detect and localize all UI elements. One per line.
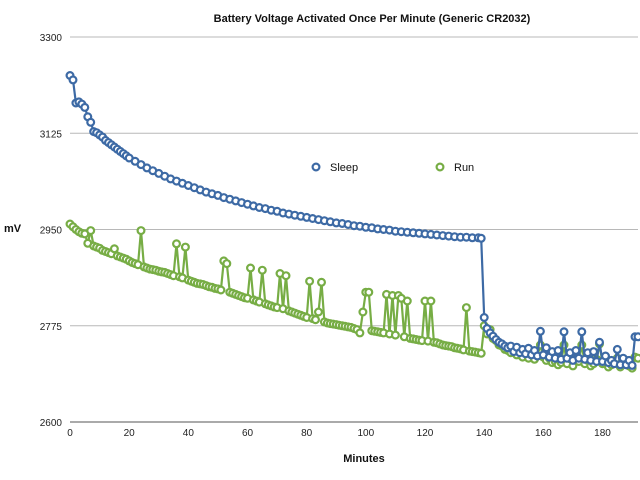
- data-point: [390, 330, 400, 340]
- data-point: [246, 263, 256, 273]
- x-tick-label: 180: [594, 428, 611, 439]
- data-point: [172, 239, 182, 249]
- data-point: [559, 327, 569, 337]
- y-tick-labels: 2600 2775 2950 3125 3300: [40, 33, 63, 429]
- data-point: [305, 276, 315, 286]
- y-tick-label: 2775: [40, 322, 63, 333]
- data-point: [612, 344, 622, 354]
- data-point: [317, 277, 327, 287]
- data-point: [541, 343, 551, 353]
- data-point: [222, 259, 232, 269]
- y-tick-label: 3300: [40, 33, 63, 44]
- data-point: [355, 328, 365, 338]
- data-point: [136, 226, 146, 236]
- data-point: [402, 296, 412, 306]
- data-point: [68, 75, 78, 85]
- data-point: [476, 233, 486, 243]
- legend-marker: [311, 162, 321, 172]
- x-tick-label: 80: [301, 428, 313, 439]
- x-tick-label: 120: [417, 428, 434, 439]
- data-point: [627, 360, 637, 370]
- data-point: [109, 244, 119, 254]
- x-tick-label: 0: [67, 428, 73, 439]
- series-line: [69, 223, 639, 370]
- data-point: [633, 332, 640, 342]
- data-point: [86, 117, 96, 127]
- data-point: [476, 348, 486, 358]
- data-point: [86, 226, 96, 236]
- legend: Sleep Run: [311, 162, 474, 174]
- legend-marker: [435, 162, 445, 172]
- data-point: [461, 303, 471, 313]
- data-point: [479, 313, 489, 323]
- x-tick-label: 100: [357, 428, 374, 439]
- y-tick-label: 2950: [40, 226, 63, 237]
- data-point: [535, 326, 545, 336]
- legend-label: Sleep: [330, 162, 358, 174]
- data-point: [577, 327, 587, 337]
- x-tick-label: 40: [183, 428, 195, 439]
- x-tick-label: 20: [124, 428, 136, 439]
- data-point: [594, 337, 604, 347]
- x-axis-label: Minutes: [343, 453, 385, 465]
- y-tick-label: 2600: [40, 418, 63, 429]
- data-point: [314, 307, 324, 317]
- data-point: [216, 285, 226, 295]
- data-point: [281, 271, 291, 281]
- data-point: [358, 307, 368, 317]
- series-sleep: [65, 70, 640, 370]
- data-point: [426, 296, 436, 306]
- data-point: [80, 102, 90, 112]
- x-tick-label: 160: [535, 428, 552, 439]
- data-point: [311, 315, 321, 325]
- data-point: [180, 242, 190, 252]
- y-tick-label: 3125: [40, 129, 63, 140]
- data-point: [571, 346, 581, 356]
- series-line: [69, 74, 638, 367]
- series-layer: [65, 70, 640, 373]
- data-point: [257, 265, 267, 275]
- x-tick-labels: 0 20 40 60 80 100 120 140 160 180: [67, 428, 611, 439]
- x-tick-label: 140: [476, 428, 493, 439]
- data-point: [364, 287, 374, 297]
- x-tick-label: 60: [242, 428, 254, 439]
- data-point: [553, 346, 563, 356]
- y-axis-label: mV: [4, 223, 22, 235]
- chart-title: Battery Voltage Activated Once Per Minut…: [214, 13, 531, 25]
- legend-label: Run: [454, 162, 474, 174]
- data-point: [633, 353, 640, 363]
- data-point: [589, 347, 599, 357]
